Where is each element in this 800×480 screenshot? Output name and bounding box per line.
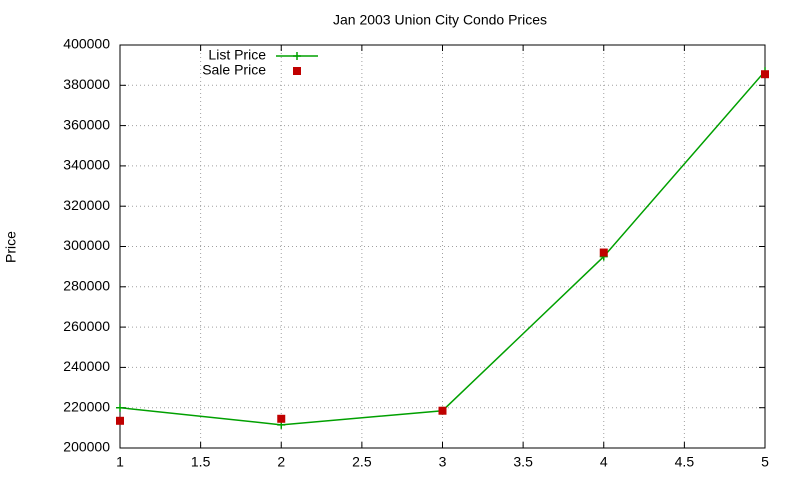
series-line (119, 70, 766, 426)
y-tick-label: 200000 (63, 439, 110, 455)
x-tick-label: 3 (439, 454, 447, 470)
y-tick-label: 320000 (63, 197, 110, 213)
x-tick-label: 1.5 (191, 454, 211, 470)
x-tick-label: 2 (277, 454, 285, 470)
legend-label: List Price (208, 47, 266, 63)
legend-marker (293, 67, 301, 75)
y-tick-label: 300000 (63, 237, 110, 253)
y-tick-label: 280000 (63, 278, 110, 294)
x-tick-label: 4 (600, 454, 608, 470)
x-tick-label: 2.5 (352, 454, 372, 470)
y-tick-label: 380000 (63, 76, 110, 92)
plot-frame (119, 44, 766, 449)
data-point (438, 406, 447, 415)
x-tick-label: 1 (116, 454, 124, 470)
y-tick-label: 340000 (63, 157, 110, 173)
data-point (116, 403, 124, 412)
data-point (761, 70, 769, 79)
y-tick-label: 220000 (63, 398, 110, 414)
legend-marker (293, 52, 301, 60)
x-tick-label: 3.5 (513, 454, 533, 470)
x-tick-label: 5 (761, 454, 769, 470)
y-tick-label: 240000 (63, 358, 110, 374)
data-point (277, 414, 286, 423)
y-tick-label: 400000 (63, 36, 110, 52)
y-tick-label: 360000 (63, 116, 110, 132)
x-tick-label: 4.5 (675, 454, 695, 470)
y-tick-label: 260000 (63, 318, 110, 334)
legend-label: Sale Price (202, 62, 266, 78)
chart-title: Jan 2003 Union City Condo Prices (333, 12, 547, 28)
y-axis-label: Price (3, 231, 19, 263)
data-point (116, 416, 124, 425)
data-point (599, 248, 608, 257)
